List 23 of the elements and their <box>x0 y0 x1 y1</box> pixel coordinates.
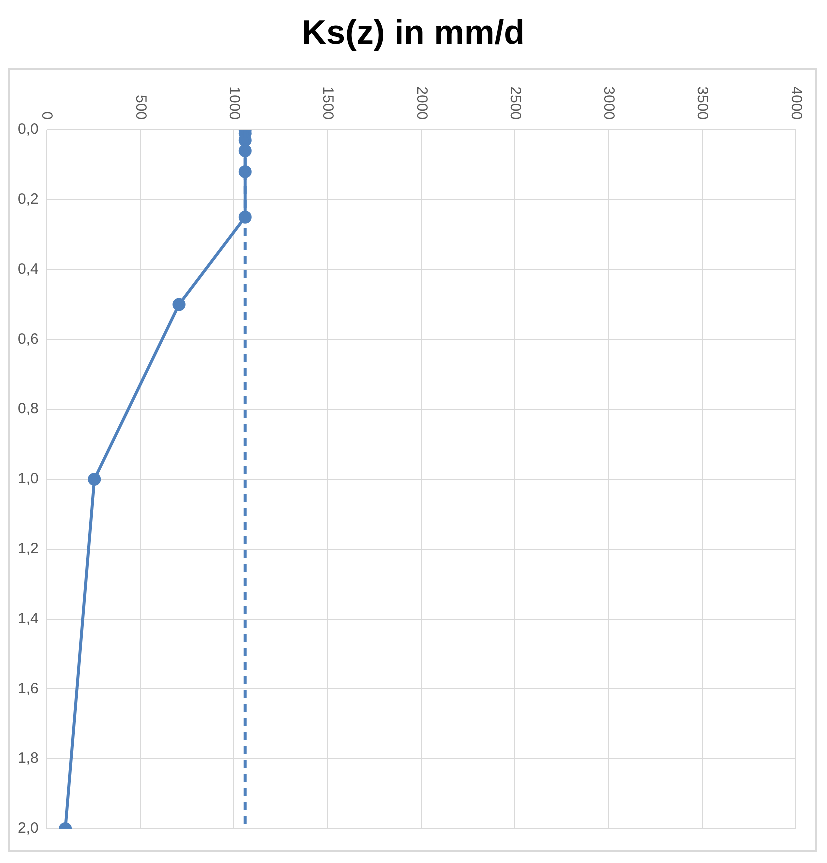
point <box>172 298 186 312</box>
x-tick-label: 4000 <box>788 86 805 120</box>
x-tick-label: 3500 <box>694 86 712 120</box>
y-tick-label: 1,6 <box>18 680 39 698</box>
x-tick-label: 2500 <box>506 86 524 120</box>
x-tick-label: 0 <box>38 112 56 120</box>
y-tick-label: 0,8 <box>18 400 39 418</box>
x-tick-label: 1000 <box>226 86 243 120</box>
chart-title: Ks(z) in mm/d <box>301 13 526 54</box>
x-tick-label: 2000 <box>413 86 430 120</box>
y-tick-label: 0,6 <box>18 330 39 348</box>
x-tick-label: 3000 <box>600 86 618 120</box>
y-tick-label: 0,4 <box>18 260 39 278</box>
y-tick-label: 0,0 <box>18 121 39 138</box>
y-tick-label: 0,2 <box>18 191 39 208</box>
point <box>88 473 102 486</box>
y-tick-label: 2,0 <box>18 820 39 838</box>
y-tick-label: 1,0 <box>18 470 39 488</box>
y-tick-label: 1,2 <box>18 540 39 558</box>
y-tick-label: 1,8 <box>18 750 39 768</box>
y-tick-label: 1,4 <box>18 610 39 628</box>
x-tick-label: 1500 <box>320 86 337 120</box>
x-tick-label: 500 <box>132 94 150 120</box>
